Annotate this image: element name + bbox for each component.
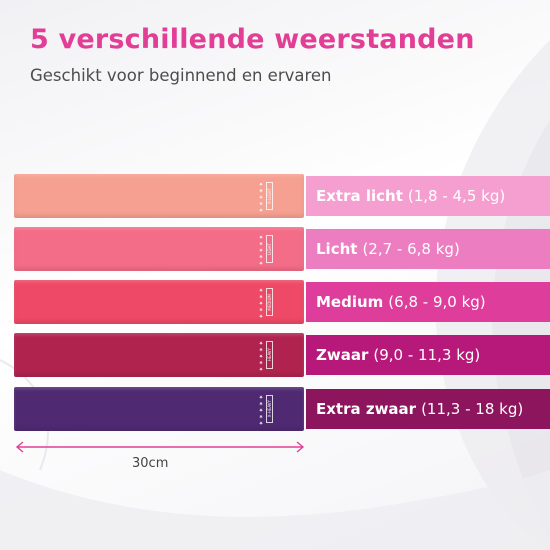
band-label: Zwaar (9,0 - 11,3 kg) — [306, 335, 550, 375]
band-print: ★★★★★ MEDIUM — [254, 286, 276, 318]
rating-stars-icon: ★★★★★ — [257, 179, 264, 213]
page-subtitle: Geschikt voor beginnend en ervaren — [30, 66, 332, 85]
band-print: ★★★★★ X-LIGHT — [254, 180, 276, 212]
band-range: (6,8 - 9,0 kg) — [388, 293, 486, 311]
band-tag: X-LIGHT — [265, 182, 273, 210]
rating-stars-icon: ★★★★★ — [257, 285, 264, 319]
length-label: 30cm — [132, 456, 169, 471]
band-range: (1,8 - 4,5 kg) — [407, 187, 506, 205]
page-title: 5 verschillende weerstanden — [30, 24, 475, 55]
band-label: Licht (2,7 - 6,8 kg) — [306, 229, 550, 269]
band-row-medium: ★★★★★ MEDIUM Medium (6,8 - 9,0 kg) — [0, 280, 550, 324]
resistance-band: ★★★★★ X-HEAVY — [14, 387, 304, 431]
band-tag: LIGHT — [265, 235, 273, 263]
band-name: Zwaar — [316, 346, 369, 364]
band-tag: X-HEAVY — [265, 395, 273, 423]
band-name: Licht — [316, 240, 358, 258]
band-print: ★★★★★ HEAVY — [254, 339, 276, 371]
band-tag-text: MEDIUM — [266, 293, 272, 311]
band-range: (9,0 - 11,3 kg) — [373, 346, 481, 364]
band-range: (2,7 - 6,8 kg) — [362, 240, 460, 258]
band-label: Medium (6,8 - 9,0 kg) — [306, 282, 550, 322]
band-label: Extra licht (1,8 - 4,5 kg) — [306, 176, 550, 216]
band-name: Extra licht — [316, 187, 403, 205]
band-range: (11,3 - 18 kg) — [421, 400, 524, 418]
band-name: Extra zwaar — [316, 400, 417, 418]
band-name: Medium — [316, 293, 384, 311]
band-row-extra-zwaar: ★★★★★ X-HEAVY Extra zwaar (11,3 - 18 kg) — [0, 387, 550, 431]
resistance-band: ★★★★★ MEDIUM — [14, 280, 304, 324]
band-tag: MEDIUM — [265, 288, 273, 316]
resistance-band: ★★★★★ X-LIGHT — [14, 174, 304, 218]
band-print: ★★★★★ LIGHT — [254, 233, 276, 265]
rating-stars-icon: ★★★★★ — [257, 232, 264, 266]
band-tag-text: X-HEAVY — [266, 400, 272, 418]
resistance-band: ★★★★★ HEAVY — [14, 333, 304, 377]
band-row-licht: ★★★★★ LIGHT Licht (2,7 - 6,8 kg) — [0, 227, 550, 271]
band-label: Extra zwaar (11,3 - 18 kg) — [306, 389, 550, 429]
band-print: ★★★★★ X-HEAVY — [254, 393, 276, 425]
band-row-zwaar: ★★★★★ HEAVY Zwaar (9,0 - 11,3 kg) — [0, 333, 550, 377]
band-tag-text: X-LIGHT — [266, 188, 272, 204]
rating-stars-icon: ★★★★★ — [257, 392, 264, 426]
length-arrow-icon — [15, 441, 305, 453]
band-tag-text: LIGHT — [266, 243, 272, 255]
band-tag-text: HEAVY — [266, 348, 272, 362]
band-tag: HEAVY — [265, 341, 273, 369]
resistance-band: ★★★★★ LIGHT — [14, 227, 304, 271]
rating-stars-icon: ★★★★★ — [257, 338, 264, 372]
band-row-extra-licht: ★★★★★ X-LIGHT Extra licht (1,8 - 4,5 kg) — [0, 174, 550, 218]
